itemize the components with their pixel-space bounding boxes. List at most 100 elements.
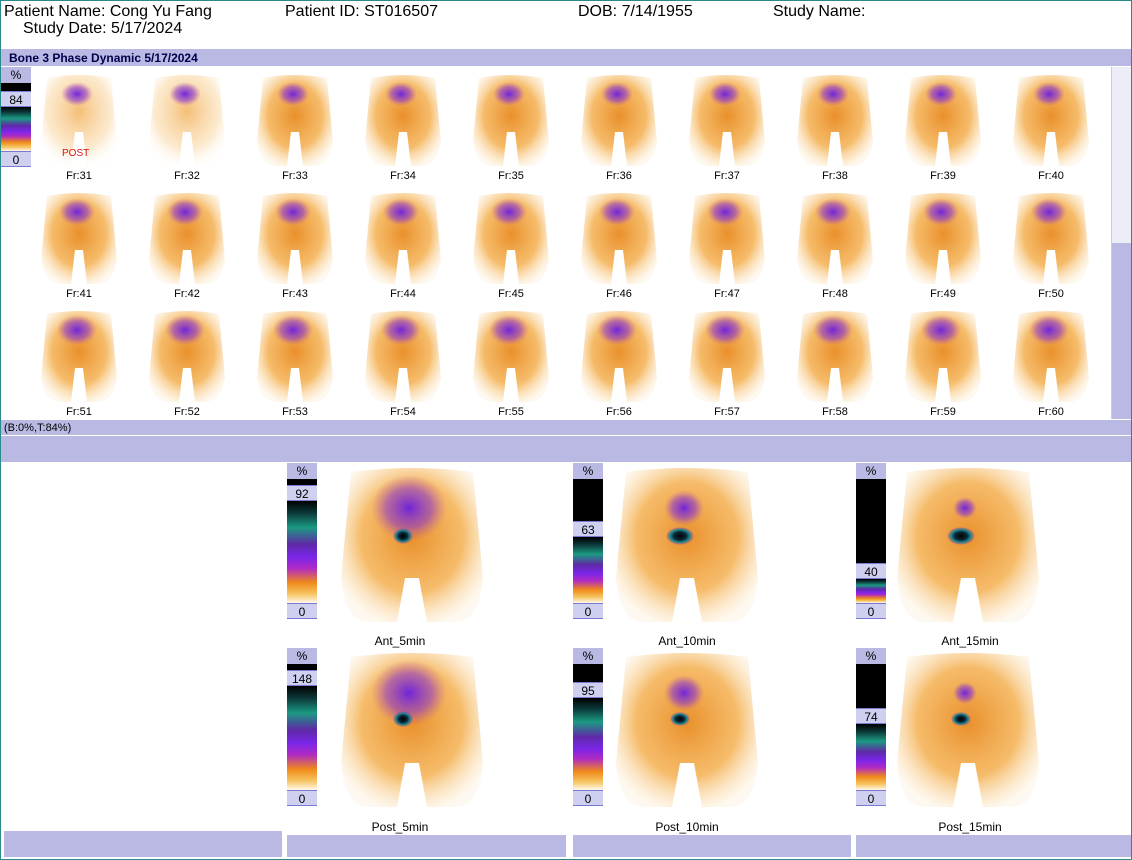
dynamic-frame-image [141, 72, 233, 168]
frame-label: Fr:42 [174, 288, 200, 300]
bottom-bar-2 [287, 835, 566, 857]
frame-label: Fr:43 [282, 288, 308, 300]
status-bar [1, 420, 1131, 435]
frame-label: Fr:55 [498, 406, 524, 418]
bottom-bar-1 [4, 831, 282, 857]
post-view-marker: POST [62, 148, 90, 159]
frame-label: Fr:56 [606, 406, 632, 418]
dynamic-title: Bone 3 Phase Dynamic 5/17/2024 [9, 51, 198, 65]
frame-label: Fr:51 [66, 406, 92, 418]
dynamic-frame-image [141, 190, 233, 286]
scale-color-bar [287, 686, 317, 790]
scale-min-value: 0 [287, 790, 317, 806]
scale-color-bar [856, 579, 886, 603]
scale-color-bar [573, 698, 603, 790]
dynamic-color-scale: % 84 0 [1, 67, 31, 169]
dynamic-frame-image [1005, 190, 1097, 286]
scale-percent-label: % [573, 648, 603, 664]
scale-percent-label: % [856, 648, 886, 664]
scale-color-bar [573, 537, 603, 603]
scale-max-value: 148 [287, 670, 317, 686]
dynamic-frame-image [681, 190, 773, 286]
static-image-label: Ant_10min [658, 634, 716, 648]
bottom-bar-3 [573, 835, 851, 857]
scale-saturation-band [287, 664, 317, 670]
scale-min-value: 0 [1, 151, 31, 167]
frame-label: Fr:47 [714, 288, 740, 300]
bottom-bar-4 [856, 835, 1131, 857]
frame-label: Fr:49 [930, 288, 956, 300]
static-title-bar [1, 436, 1131, 462]
frame-label: Fr:57 [714, 406, 740, 418]
scale-color-bar [856, 724, 886, 790]
frame-label: Fr:59 [930, 406, 956, 418]
scale-max-value: 63 [573, 521, 603, 537]
dynamic-frame-image [573, 72, 665, 168]
patient-dob: DOB: 7/14/1955 [578, 3, 693, 20]
dynamic-frame-image [357, 308, 449, 404]
frame-label: Fr:54 [390, 406, 416, 418]
frame-label: Fr:60 [1038, 406, 1064, 418]
scale-saturation-band [856, 479, 886, 563]
window-level-status: (B:0%,T:84%) [4, 422, 72, 434]
frame-label: Fr:50 [1038, 288, 1064, 300]
dynamic-frame-image [681, 308, 773, 404]
dynamic-frame-image [465, 308, 557, 404]
static-scan-image [337, 653, 487, 814]
scale-max-value: 74 [856, 708, 886, 724]
dynamic-scrollbar[interactable] [1111, 67, 1131, 419]
static-scan-image [893, 468, 1043, 629]
scale-max-value: 40 [856, 563, 886, 579]
frame-label: Fr:46 [606, 288, 632, 300]
frame-label: Fr:35 [498, 170, 524, 182]
scale-color-bar [1, 107, 31, 151]
dynamic-frame-image [681, 72, 773, 168]
patient-name: Patient Name: Cong Yu Fang [4, 3, 212, 20]
dynamic-frame-image [573, 308, 665, 404]
scale-saturation-band [1, 83, 31, 91]
dynamic-frame-image [249, 190, 341, 286]
frame-label: Fr:44 [390, 288, 416, 300]
frame-label: Fr:52 [174, 406, 200, 418]
scale-min-value: 0 [856, 790, 886, 806]
dynamic-frame-image [897, 308, 989, 404]
frame-label: Fr:32 [174, 170, 200, 182]
static-color-scale: % 148 0 [287, 648, 317, 806]
dynamic-frame-image [33, 190, 125, 286]
dynamic-frame-image [789, 72, 881, 168]
static-color-scale: % 95 0 [573, 648, 603, 806]
scale-color-bar [287, 501, 317, 603]
scrollbar-thumb[interactable] [1112, 243, 1131, 419]
dynamic-frame-image [789, 190, 881, 286]
static-scan-image [337, 468, 487, 629]
frame-label: Fr:37 [714, 170, 740, 182]
dynamic-frame-image [573, 190, 665, 286]
scale-saturation-band [856, 664, 886, 708]
dynamic-frame-image [357, 190, 449, 286]
static-image-label: Ant_15min [941, 634, 999, 648]
frame-label: Fr:58 [822, 406, 848, 418]
dynamic-frame-image [33, 308, 125, 404]
study-name: Study Name: [773, 3, 866, 20]
dynamic-frame-image [1005, 308, 1097, 404]
scale-min-value: 0 [287, 603, 317, 619]
scale-percent-label: % [287, 648, 317, 664]
dynamic-frame-image [789, 308, 881, 404]
scale-max-value: 84 [1, 91, 31, 107]
scale-min-value: 0 [573, 790, 603, 806]
scale-max-value: 92 [287, 485, 317, 501]
scale-percent-label: % [573, 463, 603, 479]
dynamic-frame-image [897, 72, 989, 168]
scale-saturation-band [573, 479, 603, 521]
dynamic-frame-image [465, 190, 557, 286]
frame-label: Fr:36 [606, 170, 632, 182]
dynamic-frame-image [141, 308, 233, 404]
frame-label: Fr:48 [822, 288, 848, 300]
dynamic-frame-image [249, 72, 341, 168]
frame-label: Fr:31 [66, 170, 92, 182]
static-scan-image [612, 653, 762, 814]
patient-id: Patient ID: ST016507 [285, 3, 438, 20]
static-image-label: Post_10min [655, 820, 719, 834]
scale-min-value: 0 [573, 603, 603, 619]
dynamic-frame-image [465, 72, 557, 168]
